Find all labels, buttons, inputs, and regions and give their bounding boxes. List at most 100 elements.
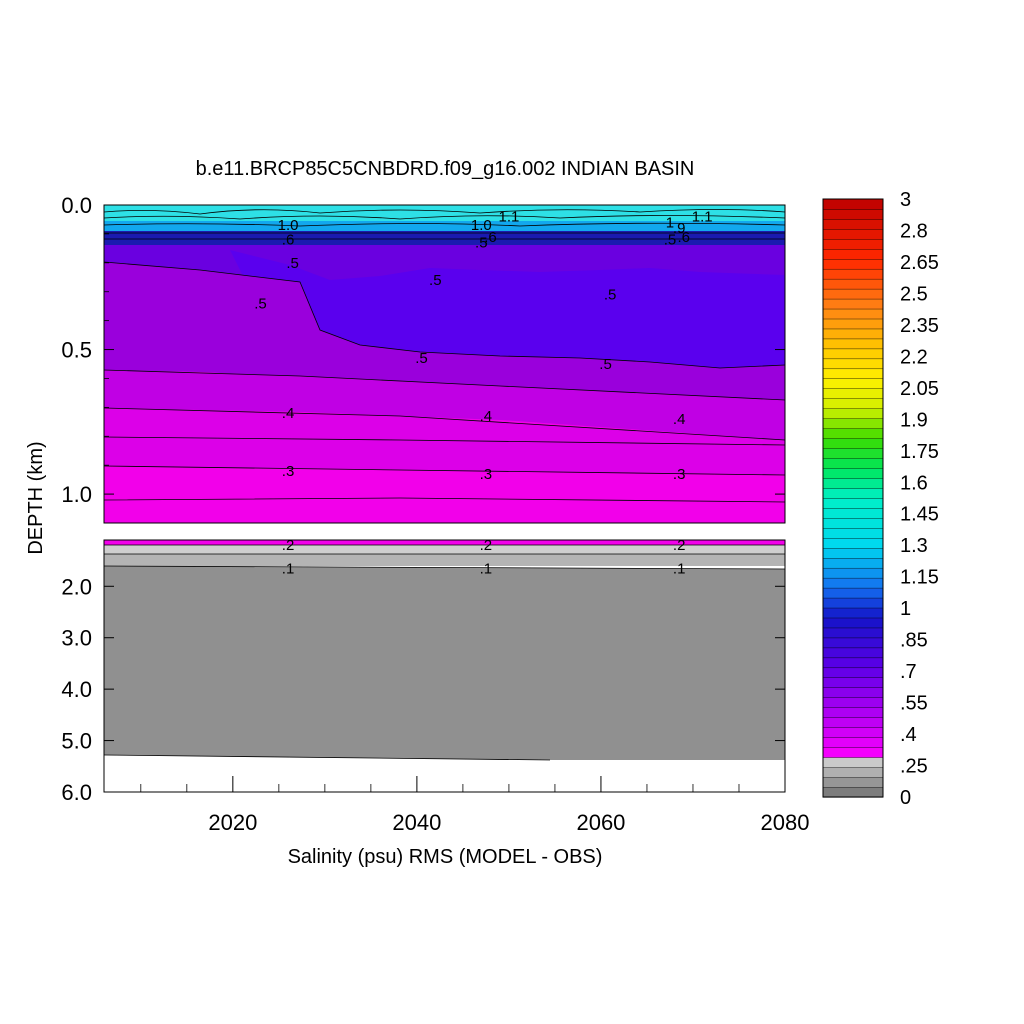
- colorbar-label: 1.75: [900, 441, 939, 463]
- upper-panel-frame: [103, 204, 786, 524]
- colorbar-label: .85: [900, 630, 928, 652]
- contour-line-10: [103, 465, 786, 476]
- upper-y-axis: 0.0 0.5 1.0: [61, 193, 785, 507]
- contour-label: .4: [480, 408, 493, 425]
- colorbar-swatch: [822, 328, 884, 340]
- colorbar-swatch: [822, 667, 884, 679]
- colorbar-swatch: [822, 198, 884, 210]
- colorbar-swatch: [822, 338, 884, 350]
- y-axis-title: DEPTH (km): [25, 441, 47, 554]
- colorbar-swatch: [822, 637, 884, 649]
- colorbar-swatch: [822, 766, 884, 778]
- colorbar-swatch: [822, 607, 884, 619]
- contour-label: .5: [664, 232, 677, 249]
- contour-label: .2: [673, 537, 686, 554]
- contour-label: .3: [480, 466, 493, 483]
- band-lower-light-gray: [104, 545, 785, 554]
- contour-label: .5: [599, 356, 612, 373]
- contour-label: .5: [415, 350, 428, 367]
- colorbar-swatch: [822, 587, 884, 599]
- contour-label: .1: [480, 560, 493, 577]
- contour-line-8: [103, 407, 786, 441]
- upper-panel-bands: [104, 205, 785, 475]
- band-lower-mid-gray: [104, 554, 785, 566]
- colorbar-swatch: [822, 298, 884, 310]
- contour-label: .5: [429, 272, 442, 289]
- contour-line-9: [103, 436, 786, 446]
- upper-y-tick-label: 1.0: [61, 482, 92, 507]
- contour-line-6: [103, 261, 786, 369]
- contour-label: .5: [604, 287, 617, 304]
- colorbar-swatch: [822, 447, 884, 459]
- colorbar-frame: [822, 198, 884, 798]
- colorbar-swatch: [822, 567, 884, 579]
- colorbar-label: 2.35: [900, 315, 939, 337]
- upper-panel: [103, 204, 786, 524]
- lower-y-tick-label: 5.0: [61, 729, 92, 754]
- colorbar: 3 2.8 2.65 2.5 2.35 2.2 2.05 1.9 1.75 1.6 1.45 1.3 1…: [822, 189, 939, 809]
- colorbar-swatch: [822, 318, 884, 330]
- colorbar-swatch: [822, 398, 884, 409]
- colorbar-swatch: [822, 557, 884, 569]
- colorbar-swatch: [822, 288, 884, 300]
- colorbar-swatch: [822, 477, 884, 489]
- colorbar-label: 3: [900, 189, 911, 211]
- contour-label: .6: [484, 229, 497, 246]
- colorbar-label: 0: [900, 787, 911, 809]
- x-tick-label: 2020: [208, 810, 257, 835]
- band-lower-magenta: [104, 540, 785, 545]
- colorbar-swatch: [822, 438, 884, 449]
- band-thermocline-light: [104, 221, 785, 231]
- contour-label: .4: [673, 411, 686, 428]
- colorbar-swatch: [822, 717, 884, 728]
- colorbar-swatch: [822, 378, 884, 389]
- colorbar-label: .7: [900, 661, 917, 683]
- contour-label: .3: [282, 463, 295, 480]
- colorbar-swatch: [822, 507, 884, 519]
- lower-y-axis: 2.0 3.0 4.0 5.0 6.0: [61, 574, 785, 805]
- colorbar-swatch: [822, 697, 884, 708]
- colorbar-swatch: [822, 617, 884, 629]
- band-thermocline-dark: [104, 231, 785, 245]
- contour-label: 1.0: [278, 217, 299, 234]
- contour-label: .2: [480, 537, 493, 554]
- colorbar-swatch: [822, 776, 884, 788]
- colorbar-label: 1.45: [900, 504, 939, 526]
- colorbar-label: 1.3: [900, 535, 928, 557]
- colorbar-swatch: [822, 537, 884, 549]
- colorbar-swatch: [822, 358, 884, 370]
- upper-panel-contours: [103, 209, 786, 503]
- upper-y-tick-label: 0.0: [61, 193, 92, 218]
- contour-line-1: [103, 209, 786, 215]
- colorbar-swatch: [822, 517, 884, 529]
- contour-label: .1: [673, 560, 686, 577]
- colorbar-swatch: [822, 497, 884, 509]
- lower-y-tick-label: 3.0: [61, 626, 92, 651]
- colorbar-swatch: [822, 238, 884, 250]
- contour-label: .3: [673, 466, 686, 483]
- colorbar-swatch: [822, 258, 884, 270]
- colorbar-swatch: [822, 746, 884, 758]
- x-tick-label: 2060: [576, 810, 625, 835]
- colorbar-swatch: [822, 487, 884, 499]
- colorbar-swatch: [822, 218, 884, 230]
- contour-line-7: [103, 369, 786, 401]
- lower-panel-contours: [103, 544, 786, 761]
- x-tick-label: 2080: [761, 810, 810, 835]
- colorbar-label: .4: [900, 724, 917, 746]
- colorbar-swatch: [822, 786, 884, 798]
- colorbar-swatch: [822, 547, 884, 559]
- x-axis-title: Salinity (psu) RMS (MODEL - OBS): [288, 846, 603, 868]
- colorbar-label: 2.5: [900, 283, 928, 305]
- contour-line-lower-4: [103, 754, 551, 761]
- colorbar-swatch: [822, 467, 884, 479]
- lower-panel-frame: [103, 539, 786, 793]
- colorbar-label: .55: [900, 693, 928, 715]
- colorbar-swatch: [822, 577, 884, 589]
- colorbar-swatch: [822, 368, 884, 379]
- contour-line-3: [103, 222, 786, 227]
- band-magenta-upper: [104, 262, 785, 400]
- contour-label: .2: [282, 537, 295, 554]
- x-axis: 2020 2040 2060 2080: [140, 776, 810, 835]
